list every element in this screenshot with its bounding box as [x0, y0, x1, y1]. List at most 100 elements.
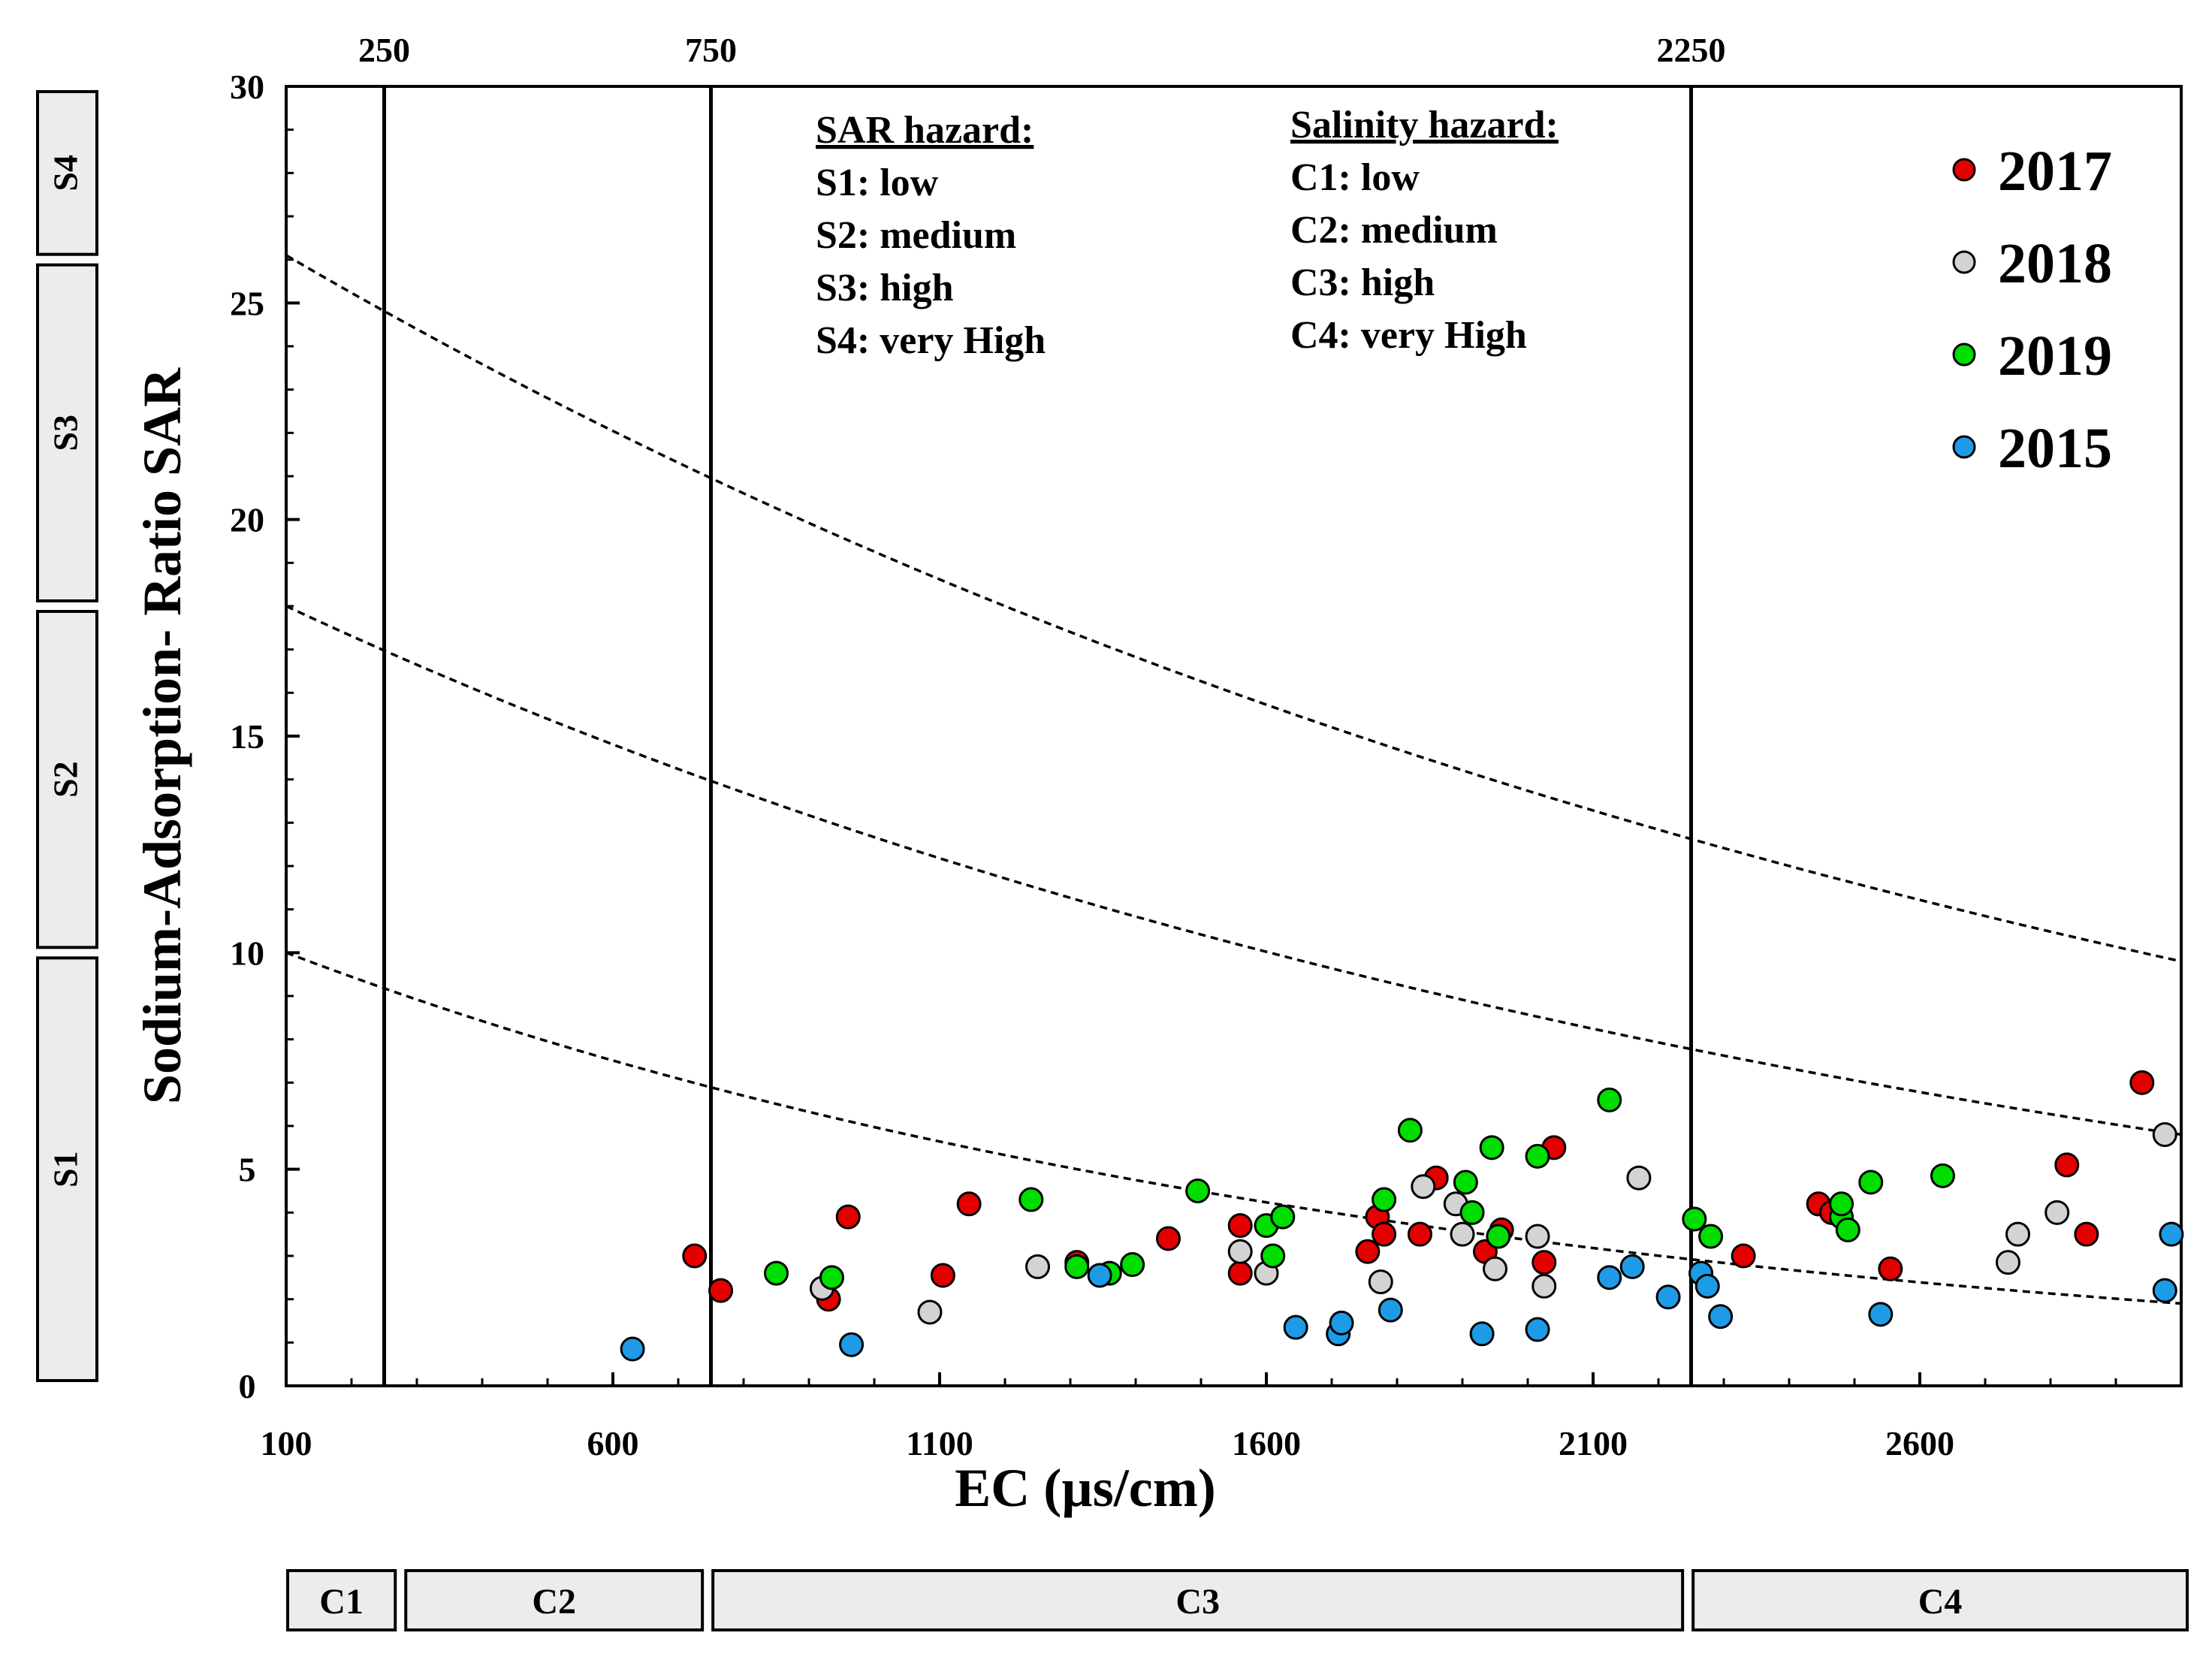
data-point-2019	[1120, 1252, 1145, 1278]
salinity-class-label: C3	[1175, 1582, 1220, 1622]
sar-class-label: S3	[47, 415, 85, 451]
data-point-2017	[1878, 1256, 1903, 1281]
data-point-2017	[1227, 1260, 1253, 1286]
y-tick-label: 5	[239, 1151, 256, 1189]
data-point-2018	[1450, 1221, 1475, 1247]
data-point-2018	[1532, 1273, 1557, 1299]
y-tick-label: 15	[230, 717, 264, 756]
salinity-hazard-line: C2: medium	[1290, 209, 1498, 252]
sar-hazard-heading: SAR hazard:	[816, 109, 1034, 152]
legend-label: 2018	[1998, 232, 2112, 295]
class-divider-lines	[382, 86, 1693, 1386]
data-point-2017	[930, 1263, 955, 1288]
salinity-class-box	[286, 1569, 397, 1631]
hazard-boundary-lines	[285, 254, 2182, 1305]
data-point-2019	[1185, 1179, 1211, 1203]
data-point-2015	[1694, 1273, 1720, 1299]
salinity-class-box	[711, 1569, 1685, 1631]
legend-marker	[1952, 250, 1976, 274]
sar-class-label: S2	[47, 761, 85, 798]
data-point-2018	[2045, 1200, 2070, 1225]
hazard-boundary-line	[285, 254, 2182, 963]
sar-class-box	[36, 956, 98, 1383]
salinity-hazard-heading: Salinity hazard:	[1290, 104, 1559, 146]
data-point-2015	[1329, 1310, 1354, 1336]
data-point-2018	[917, 1299, 943, 1325]
data-point-2015	[1378, 1297, 1403, 1323]
data-point-2015	[1283, 1314, 1308, 1340]
data-point-2019	[1270, 1204, 1296, 1230]
data-point-2015	[1087, 1263, 1112, 1288]
data-point-2017	[708, 1278, 734, 1303]
y-tick-label: 30	[230, 68, 264, 106]
sar-hazard-line: S2: medium	[816, 214, 1016, 257]
data-point-2017	[682, 1243, 708, 1269]
data-point-2019	[1858, 1170, 1884, 1195]
legend-marker	[1952, 435, 1976, 459]
legend-marker	[1952, 158, 1976, 182]
data-point-2015	[1619, 1254, 1645, 1279]
sar-class-box	[36, 610, 98, 949]
salinity-hazard-line: C4: very High	[1290, 314, 1527, 357]
data-point-2019	[1698, 1224, 1724, 1249]
legend: 2017 2018 2019 2015	[1952, 140, 2112, 480]
y-tick-label: 0	[239, 1367, 256, 1405]
data-point-2019	[1930, 1163, 1955, 1188]
data-point-2017	[1355, 1239, 1381, 1264]
data-point-2018	[1483, 1256, 1507, 1281]
data-point-2019	[1459, 1200, 1485, 1225]
legend-marker	[1952, 343, 1976, 367]
top-tick-label: 2250	[1657, 31, 1726, 69]
data-point-2018	[1368, 1269, 1393, 1295]
sar-hazard-line: S1: low	[816, 161, 939, 204]
legend-label: 2019	[1998, 324, 2112, 388]
data-point-2019	[1260, 1243, 1286, 1269]
data-point-2015	[1525, 1317, 1550, 1342]
y-tick-label: 25	[230, 284, 264, 322]
data-point-2017	[2129, 1070, 2155, 1095]
data-point-2015	[2159, 1221, 2184, 1247]
data-point-2019	[1018, 1187, 1044, 1212]
data-point-2015	[2152, 1278, 2177, 1303]
data-point-2019	[1682, 1206, 1707, 1232]
data-point-2017	[956, 1191, 982, 1217]
data-point-2019	[1525, 1143, 1550, 1169]
data-point-2019	[819, 1265, 844, 1290]
sar-class-boxes: S4 S3 S2 S1	[36, 90, 98, 1383]
data-point-2017	[2074, 1221, 2099, 1247]
data-point-2019	[1597, 1087, 1622, 1112]
top-tick-label: 250	[358, 31, 410, 69]
data-point-2015	[1597, 1265, 1622, 1290]
salinity-hazard-annotation: Salinity hazard: C1: low C2: medium C3: …	[1290, 104, 1559, 357]
data-point-2018	[1411, 1174, 1436, 1200]
y-tick-label: 20	[230, 501, 264, 539]
legend-label: 2015	[1998, 417, 2112, 480]
data-point-2018	[1995, 1250, 2020, 1275]
data-point-2019	[1479, 1135, 1504, 1160]
data-point-2015	[1708, 1304, 1734, 1329]
y-tick-label: 10	[230, 934, 264, 972]
sar-class-label: S1	[47, 1151, 85, 1188]
data-point-2017	[1372, 1221, 1397, 1247]
data-point-2018	[1626, 1165, 1652, 1191]
data-point-2017	[1407, 1221, 1432, 1247]
data-point-2017	[1731, 1243, 1756, 1269]
salinity-class-label: C1	[319, 1582, 364, 1622]
axis-tick-labels: 0 5 10 15 20 25 30 100 600 1100 1600 2100 2600 250 750…	[230, 31, 1954, 1462]
x-axis-label: EC (µs/cm)	[955, 1458, 1215, 1518]
sar-class-box	[36, 263, 98, 602]
data-point-2017	[1156, 1226, 1181, 1251]
y-axis-label: Sodium-Adsorption- Ratio SAR	[132, 367, 192, 1104]
salinity-class-boxes: C1 C2 C3 C4	[286, 1569, 2189, 1631]
sar-hazard-line: S4: very High	[816, 319, 1046, 362]
salinity-class-label: C4	[1918, 1582, 1963, 1622]
data-point-2015	[839, 1332, 865, 1357]
data-point-2017	[2054, 1152, 2080, 1178]
data-point-2019	[1829, 1191, 1854, 1217]
x-tick-label: 100	[261, 1424, 312, 1462]
data-point-2018	[1525, 1224, 1550, 1249]
salinity-class-label: C2	[532, 1582, 576, 1622]
sar-hazard-line: S3: high	[816, 267, 954, 309]
data-point-2015	[1655, 1284, 1681, 1310]
